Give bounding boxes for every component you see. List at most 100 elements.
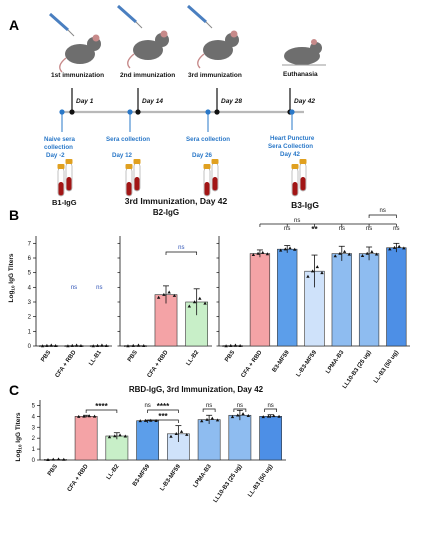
data-point [82,414,86,418]
data-point [100,343,104,347]
data-point [66,344,70,348]
bar [222,345,243,347]
data-point [45,343,49,347]
panel-b-letter: B [9,207,19,223]
data-point [246,414,251,418]
significance-label: ns [71,285,77,291]
bar [64,345,84,347]
data-point [210,416,214,420]
data-point [230,415,235,419]
category-label: LL-B1 [88,349,103,367]
data-point [266,414,271,418]
data-point [118,433,122,437]
tube-blood [58,182,64,196]
data-point [56,457,61,461]
bar [358,253,380,347]
day-label-42: Day 42 [294,98,315,105]
data-point [283,247,288,251]
bar [136,420,159,461]
data-point [338,251,342,255]
panel-b-header: 3rd Immunization, Day 42 [125,196,228,206]
bar [259,416,282,461]
significance-label: ns [294,218,300,224]
significance-bracket [368,214,397,218]
category-label: PBS [127,350,139,364]
y-tick-label: 0 [32,458,36,464]
blood-tube-icon [299,159,307,192]
significance-label: **** [95,402,108,411]
bar [123,345,147,347]
significance-label: ns [339,226,345,232]
data-point [347,252,351,256]
tube-blood [204,182,210,196]
tube-cap [57,164,65,169]
y-tick-label: 5 [32,403,36,409]
data-point [92,414,97,418]
data-point [320,271,324,275]
mouse-1-icon [49,12,101,73]
data-point [233,343,238,347]
data-point [185,432,189,436]
day-label-1: Day 1 [76,98,94,105]
data-point [172,293,177,297]
data-point [278,248,283,252]
day-label-28: Day 28 [221,98,242,105]
data-point [365,251,369,255]
chart-0: 0 1 2 3 4 5 6 7 PBS CFA + RBD LL-B1 ns ns [28,236,112,379]
mouse-2-icon [117,4,169,69]
category-label: PBS [224,350,236,364]
data-point [292,247,297,251]
data-point [229,343,233,347]
y-tick-label: 2 [28,315,32,321]
data-point [360,253,365,257]
significance-label: ns [237,403,243,409]
collection-3-day: Day 42 [280,151,301,158]
collection-3-line2: Sera Collection [268,143,313,150]
data-point [113,434,117,438]
data-point [192,300,197,304]
data-point [136,343,141,347]
tube-blood [292,182,298,196]
collection-2-line1: Sera collection [186,136,230,143]
category-label: LPMA-B3 [325,349,346,375]
collection-markers [61,112,293,132]
collection-2-day: Day 26 [192,152,213,159]
tube-blood [134,177,140,191]
data-point [315,265,320,269]
data-point [238,344,242,348]
data-point [205,417,209,421]
significance-bracket [264,408,277,412]
data-point [53,344,58,348]
significance-bracket [165,251,198,255]
mouse-3-icon [187,4,239,69]
b3-title: B3-IgG [291,200,319,210]
data-point [265,252,270,256]
data-point [261,250,265,254]
bar [39,345,59,347]
immunization-label-2: 2nd immunization [120,72,175,79]
data-point [388,247,392,251]
significance-label: ns [366,226,372,232]
tube-blood [66,177,72,191]
data-point [261,415,265,419]
y-tick-label: 3 [28,300,32,306]
data-point [104,344,108,348]
data-point [169,434,173,438]
data-point [49,343,53,347]
data-point [288,246,292,250]
data-point [142,344,146,348]
bar [331,253,352,347]
significance-bracket [147,409,179,413]
bar [74,416,98,461]
category-label: PBS [40,350,52,364]
y-tick-label: 2 [32,436,36,442]
category-label: LL-B2 [186,349,201,367]
blood-tube-icon [211,159,219,192]
data-point [167,290,171,294]
data-point [306,274,310,278]
data-point [224,344,228,348]
data-point [370,250,374,254]
bar [386,247,407,347]
day-label-14: Day 14 [142,98,163,105]
data-point [126,344,130,348]
